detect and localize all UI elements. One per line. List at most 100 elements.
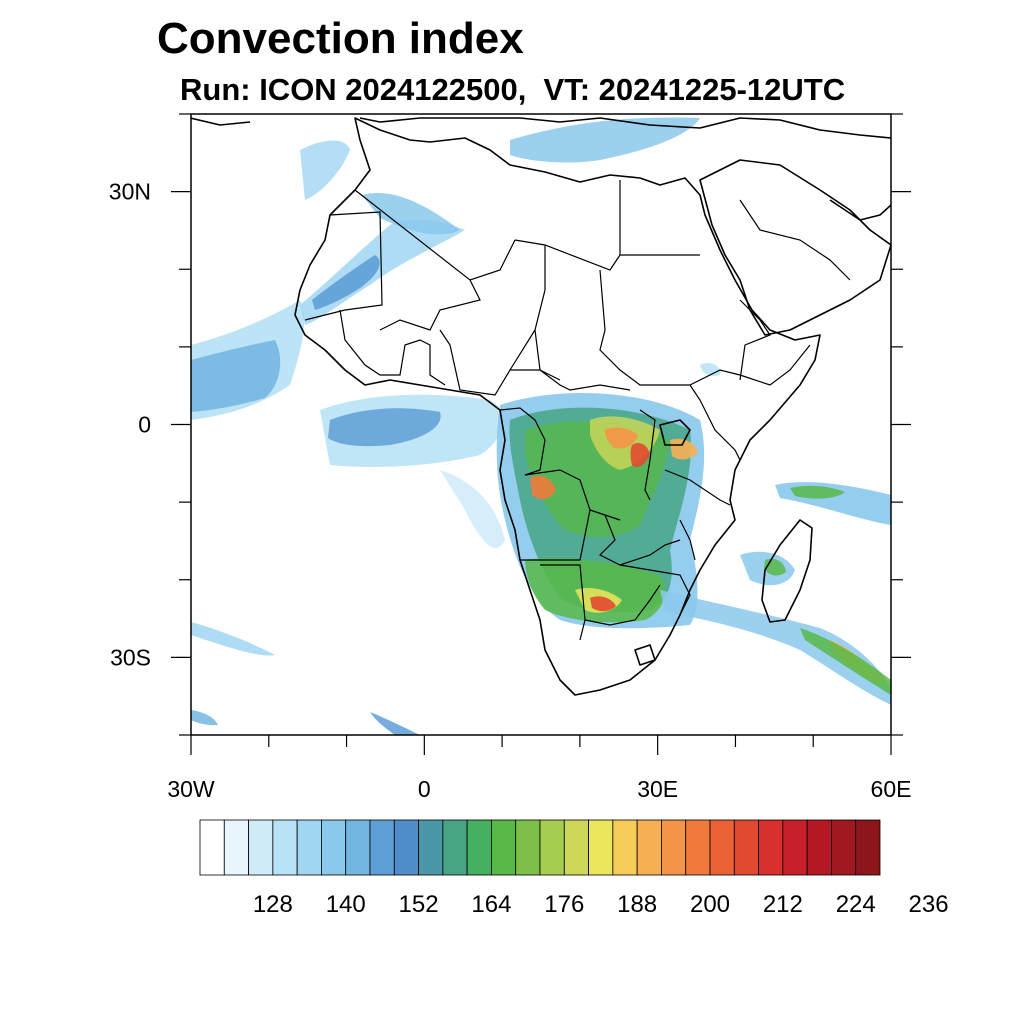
- colorbar-label: 200: [690, 891, 730, 918]
- colorbar-swatch: [855, 819, 881, 876]
- lon-tick-label: 0: [418, 776, 431, 802]
- convection-hotspot-angola: [530, 475, 556, 500]
- colorbar-swatch: [345, 819, 371, 876]
- map-tick-marks: [171, 113, 911, 755]
- convection-southwest-streak: [370, 712, 420, 735]
- map-country-borders: [304, 180, 851, 641]
- convection-band-sahara-core: [312, 255, 380, 310]
- border-mauritania-mali: [304, 211, 383, 321]
- colorbar-swatch: [563, 819, 589, 876]
- lon-tick-label: 30W: [167, 776, 215, 802]
- colorbar-swatch: [709, 819, 735, 876]
- colorbar-swatch: [685, 819, 711, 876]
- colorbar-label: 164: [471, 891, 511, 918]
- colorbar-swatch: [612, 819, 638, 876]
- lon-tick-label: 60E: [871, 776, 912, 802]
- colorbar-label: 224: [836, 891, 876, 918]
- colorbar: 128 140 152 164 176 188 200 212 224 236: [199, 819, 949, 918]
- colorbar-swatch: [491, 819, 517, 876]
- lat-tick-label: 0: [138, 412, 151, 438]
- border-malawi: [679, 519, 696, 561]
- colorbar-label: 212: [763, 891, 803, 918]
- arabia-coastline: [699, 159, 891, 336]
- colorbar-swatch: [758, 819, 784, 876]
- convection-band-northwest: [300, 140, 350, 200]
- colorbar-label: 152: [399, 891, 439, 918]
- colorbar-swatch: [272, 819, 298, 876]
- convection-band-mediterranean: [510, 117, 700, 163]
- convection-hotspot-congo: [605, 427, 638, 449]
- colorbar-swatch: [588, 819, 614, 876]
- border-nigeria: [439, 329, 536, 396]
- page-title: Convection index: [157, 14, 524, 63]
- border-drc-angola: [524, 469, 621, 521]
- colorbar-swatch: [539, 819, 565, 876]
- border-sudan-south: [599, 269, 690, 386]
- border-algeria-libya: [354, 189, 516, 281]
- border-west-africa: [339, 309, 446, 386]
- colorbar-label: 188: [617, 891, 657, 918]
- convection-hotspot-botswana: [590, 596, 616, 612]
- colorbar-swatch: [418, 819, 444, 876]
- convection-hotspot-east: [630, 443, 650, 467]
- lon-tick-label: 30E: [637, 776, 678, 802]
- map-tick-labels: 30N 0 30S 30W 0 30E 60E: [109, 179, 912, 802]
- colorbar-swatch: [466, 819, 492, 876]
- border-zimbabwe-moz: [619, 564, 691, 616]
- border-libya-egypt: [514, 239, 700, 271]
- convection-hotspot-lakes: [670, 438, 698, 460]
- convection-south-atlantic-streak: [191, 622, 275, 656]
- colorbar-swatch: [296, 819, 322, 876]
- colorbar-swatch: [393, 819, 419, 876]
- colorbar-label: 140: [326, 891, 366, 918]
- border-tanzania-moz: [664, 469, 731, 506]
- border-drc-west: [499, 407, 546, 476]
- lat-tick-label: 30N: [109, 179, 151, 205]
- madagascar-coastline: [761, 519, 813, 623]
- colorbar-swatch: [248, 819, 274, 876]
- colorbar-swatch: [661, 819, 687, 876]
- colorbar-label: 176: [544, 891, 584, 918]
- colorbar-swatch: [223, 819, 249, 876]
- border-angola-zambia: [520, 509, 591, 561]
- colorbar-swatch: [782, 819, 808, 876]
- iberia-coastline: [191, 117, 251, 126]
- lesotho-border: [634, 644, 656, 666]
- colorbar-swatch: [369, 819, 395, 876]
- colorbar-swatch: [806, 819, 832, 876]
- convection-band-south-atlantic: [440, 470, 505, 549]
- colorbar-swatch: [515, 819, 541, 876]
- convection-band-atlantic-core: [191, 340, 281, 412]
- border-cameroon-car: [510, 369, 631, 391]
- lake-victoria: [659, 419, 691, 446]
- convection-band-mozambique-channel: [660, 590, 891, 705]
- convection-band-indian-green: [800, 628, 891, 695]
- colorbar-swatch: [442, 819, 468, 876]
- colorbar-swatch: [831, 819, 857, 876]
- border-niger-chad: [379, 279, 481, 331]
- europe-coastline: [359, 117, 891, 139]
- colorbar-swatch: [733, 819, 759, 876]
- convection-band-algeria: [362, 193, 460, 235]
- border-arabia-internal: [739, 199, 851, 281]
- colorbar-label: 128: [253, 891, 293, 918]
- lat-tick-label: 30S: [110, 644, 151, 670]
- convection-band-gulf-guinea-core: [328, 408, 441, 447]
- border-drc-east: [639, 409, 656, 501]
- persian-gulf-coastline: [829, 199, 891, 221]
- colorbar-swatch: [199, 819, 225, 876]
- convection-field: [191, 117, 891, 735]
- border-tanzania-kenya: [689, 384, 741, 461]
- colorbar-swatch: [321, 819, 347, 876]
- africa-coastline: [294, 117, 821, 696]
- convection-southwest-corner: [191, 710, 218, 726]
- border-ethiopia-somalia: [689, 344, 811, 386]
- map-plot-area: [190, 113, 892, 736]
- colorbar-swatch: [636, 819, 662, 876]
- border-horn: [739, 299, 771, 381]
- colorbar-label: 236: [909, 891, 949, 918]
- border-botswana-sa: [584, 584, 661, 626]
- border-namibia-botswana: [540, 564, 586, 641]
- convection-band-madagascar-north-core: [790, 485, 845, 499]
